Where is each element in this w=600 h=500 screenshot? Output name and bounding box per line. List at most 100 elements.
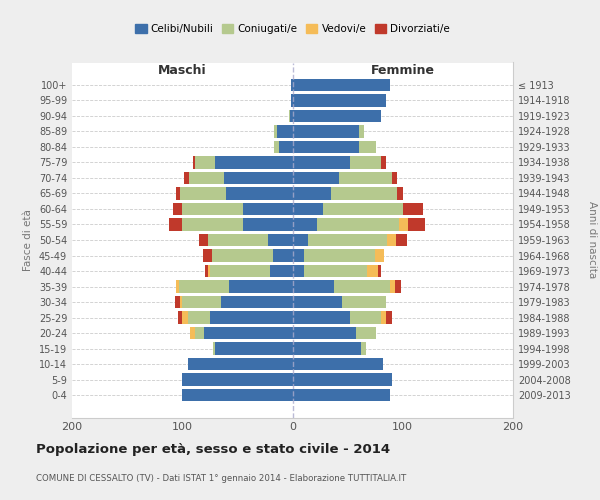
Bar [304, 264, 367, 278]
Bar [359, 125, 364, 138]
Y-axis label: Fasce di età: Fasce di età [23, 209, 33, 271]
Bar [188, 311, 210, 324]
Bar [178, 311, 182, 324]
Bar [293, 326, 356, 340]
Bar [293, 172, 339, 184]
Bar [226, 187, 293, 200]
Bar [323, 202, 403, 215]
Bar [293, 187, 331, 200]
Bar [215, 156, 293, 169]
Bar [176, 280, 179, 293]
Bar [274, 140, 279, 153]
Bar [293, 234, 308, 246]
Bar [196, 326, 204, 340]
Bar [350, 311, 381, 324]
Bar [272, 249, 293, 262]
Bar [169, 218, 182, 231]
Bar [205, 264, 208, 278]
Bar [379, 264, 381, 278]
Bar [180, 296, 182, 308]
Text: COMUNE DI CESSALTO (TV) - Dati ISTAT 1° gennaio 2014 - Elaborazione TUTTITALIA.I: COMUNE DI CESSALTO (TV) - Dati ISTAT 1° … [36, 474, 406, 483]
Bar [293, 296, 342, 308]
Bar [396, 234, 407, 246]
Bar [381, 311, 386, 324]
Bar [293, 140, 359, 153]
Bar [173, 202, 182, 215]
Bar [361, 342, 367, 355]
Bar [408, 218, 425, 231]
Bar [243, 202, 293, 215]
Bar [350, 156, 381, 169]
Bar [210, 264, 271, 278]
Bar [210, 311, 293, 324]
Bar [381, 156, 386, 169]
Bar [293, 249, 304, 262]
Bar [339, 172, 392, 184]
Bar [180, 187, 226, 200]
Bar [304, 249, 375, 262]
Bar [293, 280, 334, 293]
Bar [388, 234, 396, 246]
Bar [175, 296, 180, 308]
Bar [182, 296, 221, 308]
Bar [193, 156, 196, 169]
Bar [208, 264, 210, 278]
Bar [271, 264, 293, 278]
Bar [317, 218, 400, 231]
Bar [182, 373, 293, 386]
Bar [199, 234, 208, 246]
Bar [182, 218, 243, 231]
Bar [215, 342, 293, 355]
Bar [293, 373, 392, 386]
Legend: Celibi/Nubili, Coniugati/e, Vedovi/e, Divorziati/e: Celibi/Nubili, Coniugati/e, Vedovi/e, Di… [131, 20, 454, 38]
Bar [213, 342, 215, 355]
Bar [397, 187, 403, 200]
Bar [221, 296, 293, 308]
Bar [208, 234, 268, 246]
Bar [292, 94, 293, 107]
Bar [293, 156, 350, 169]
Bar [293, 94, 386, 107]
Bar [400, 218, 408, 231]
Bar [204, 326, 293, 340]
Bar [308, 234, 388, 246]
Bar [243, 218, 293, 231]
Bar [395, 280, 401, 293]
Bar [274, 125, 277, 138]
Bar [190, 326, 196, 340]
Bar [289, 110, 290, 122]
Bar [293, 311, 350, 324]
Bar [203, 249, 212, 262]
Bar [367, 264, 379, 278]
Text: Femmine: Femmine [371, 64, 435, 77]
Bar [268, 234, 293, 246]
Bar [293, 218, 317, 231]
Bar [293, 110, 381, 122]
Bar [277, 125, 293, 138]
Y-axis label: Anni di nascita: Anni di nascita [587, 202, 597, 278]
Bar [403, 202, 422, 215]
Bar [293, 342, 361, 355]
Bar [292, 78, 293, 92]
Bar [184, 172, 189, 184]
Bar [290, 110, 293, 122]
Bar [389, 280, 395, 293]
Bar [331, 187, 397, 200]
Bar [182, 202, 243, 215]
Bar [293, 202, 323, 215]
Bar [279, 140, 293, 153]
Bar [224, 172, 293, 184]
Text: Maschi: Maschi [158, 64, 206, 77]
Bar [293, 264, 304, 278]
Bar [189, 172, 224, 184]
Bar [334, 280, 389, 293]
Bar [375, 249, 384, 262]
Bar [182, 311, 188, 324]
Bar [188, 358, 293, 370]
Bar [392, 172, 397, 184]
Bar [293, 78, 389, 92]
Bar [293, 388, 389, 402]
Bar [182, 388, 293, 402]
Bar [359, 140, 376, 153]
Bar [356, 326, 376, 340]
